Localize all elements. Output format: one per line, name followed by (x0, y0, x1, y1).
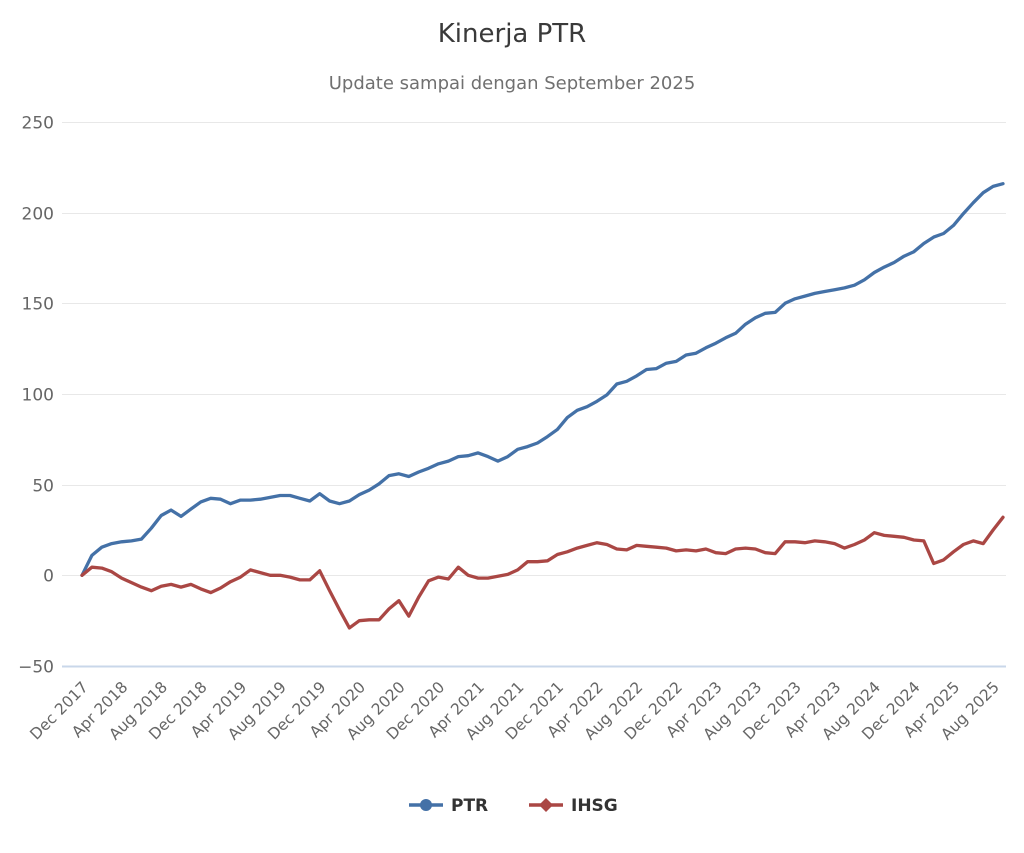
y-tick-label: −50 (18, 658, 54, 678)
y-tick-label: 50 (32, 477, 54, 497)
y-tick-label: 200 (22, 205, 54, 225)
legend-item-ihsg[interactable]: IHSG (529, 796, 618, 816)
y-tick-label: 100 (22, 386, 54, 406)
ptr-circle-marker-icon (420, 799, 432, 811)
series-line-ihsg (80, 515, 1005, 630)
y-tick-label: 0 (43, 567, 54, 587)
y-tick-label: 250 (22, 114, 54, 134)
ihsg-diamond-marker-icon (539, 798, 553, 812)
y-axis-labels: −50 0 50 100 150 200 250 (18, 114, 54, 678)
series-line-ptr (80, 182, 1005, 577)
gridlines (62, 122, 1006, 668)
chart-title: Kinerja PTR (438, 19, 586, 49)
series-lines (80, 182, 1005, 630)
legend-label-ihsg: IHSG (571, 796, 618, 816)
legend-label-ptr: PTR (451, 796, 488, 816)
legend-item-ptr[interactable]: PTR (409, 796, 488, 816)
chart-subtitle: Update sampai dengan September 2025 (329, 73, 696, 94)
legend: PTR IHSG (409, 796, 618, 816)
y-tick-label: 150 (22, 295, 54, 315)
